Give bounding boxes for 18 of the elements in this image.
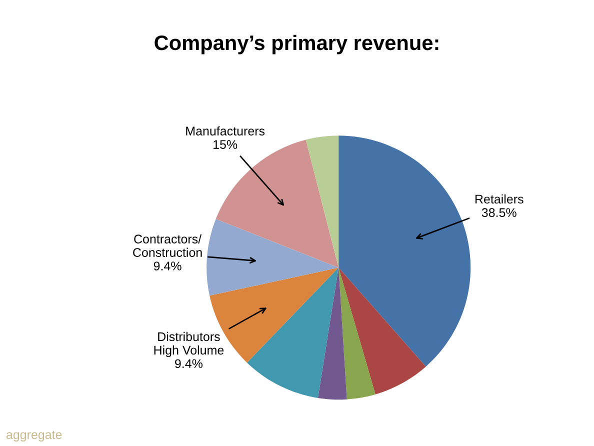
slice-label: Retailers bbox=[475, 194, 524, 204]
slice-label: Contractors/ Construction bbox=[133, 234, 202, 257]
slice-label: Distributors High Volume bbox=[154, 332, 224, 358]
pie-slice bbox=[318, 268, 347, 400]
pie-slice bbox=[247, 268, 339, 398]
pie-slice bbox=[216, 140, 339, 268]
slice-label: Manufacturers bbox=[186, 126, 265, 136]
pie-slice bbox=[206, 219, 339, 296]
pie-slice bbox=[338, 268, 426, 394]
data-label: 9.4% bbox=[175, 359, 203, 368]
data-label: 15% bbox=[214, 140, 238, 149]
pie-slice bbox=[338, 136, 471, 367]
pie-slice bbox=[306, 136, 339, 268]
chart-title: Company’s primary revenue: bbox=[154, 34, 438, 54]
data-label: 9.4% bbox=[154, 262, 182, 270]
data-label: 38.5% bbox=[482, 208, 516, 218]
pie-slice bbox=[338, 268, 376, 400]
text: aggregate bbox=[6, 430, 62, 442]
